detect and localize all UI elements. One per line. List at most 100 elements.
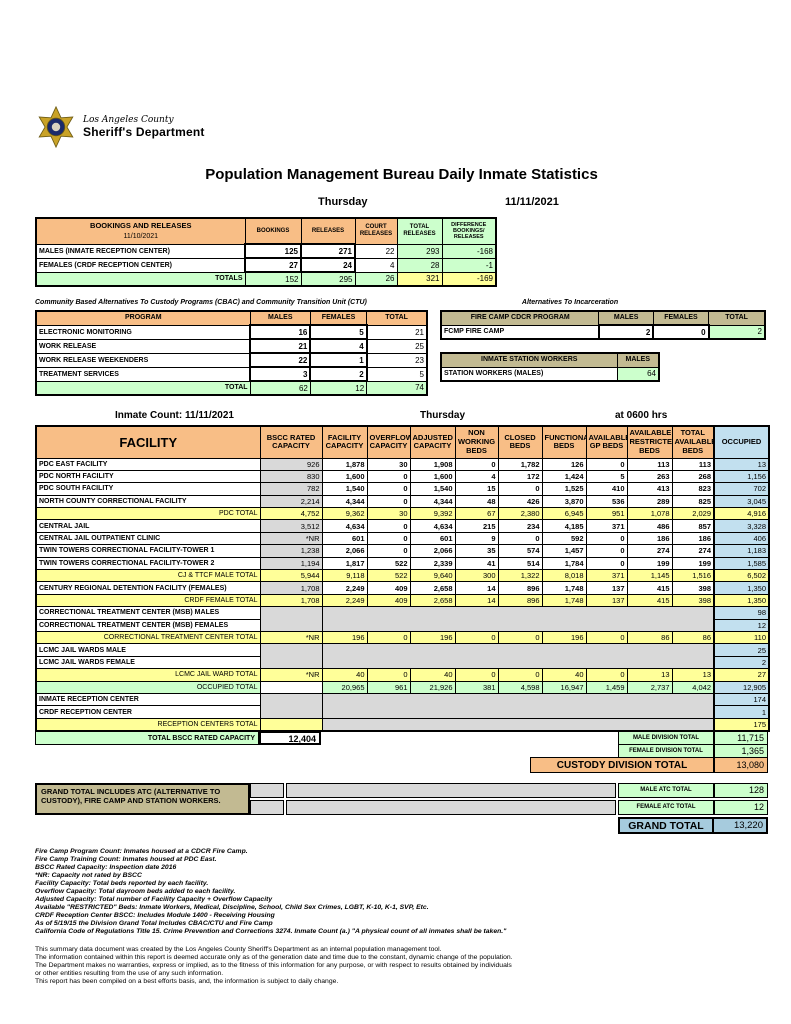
footnote-line: BSCC Rated Capacity: Inspection date 201… [35,863,177,871]
cbac-header-row: PROGRAM MALES FEMALES TOTAL [35,310,428,326]
value-cell: 137 [585,593,628,608]
footnote-line: Overflow Capacity: Total dayroom beds ad… [35,887,236,895]
value-cell: 3,870 [541,494,587,509]
occupied-cell: 6,502 [713,568,770,583]
occupied-cell: 175 [713,717,770,732]
bookings-totals-row: TOTALS 152 295 26 321 -169 [35,271,497,287]
col-fire-camp-program: FIRE CAMP CDCR PROGRAM [440,310,600,326]
bookings-title-cell: BOOKINGS AND RELEASES 11/10/2021 [35,217,246,245]
footnote-line: As of 5/19/15 the Division Grand Total I… [35,919,273,927]
facility-total-label: CJ & TTCF MALE TOTAL [35,568,261,583]
facility-row: CRDF FEMALE TOTAL 1,708 2,249 409 2,658 14 896… [35,593,770,608]
col-occupied: OCCUPIED [713,425,770,459]
value-cell: 2,658 [409,593,456,608]
value-cell: 1,540 [321,482,368,496]
cbac-total: 25 [366,338,428,354]
blank-cell [250,782,284,798]
value-cell: 0 [454,668,499,682]
disclaimer: This summary data document was created b… [35,946,768,986]
value-cell: 86 [671,630,715,645]
facility-row: TWIN TOWERS CORRECTIONAL FACILITY-TOWER … [35,556,770,571]
value-cell: 592 [541,531,587,546]
facility-row: CORRECTIONAL TREATMENT CENTER TOTAL *NR 19… [35,630,770,645]
facility-name: TWIN TOWERS CORRECTIONAL FACILITY-TOWER … [35,544,261,558]
footnote-line: *NR: Capacity not rated by BSCC [35,871,142,879]
value-cell: 196 [541,630,587,645]
col-total-available-beds: TOTAL AVAILABLE BEDS [671,425,715,459]
bscc-capacity: 1,708 [259,593,323,608]
facility-name: PDC EAST FACILITY [35,457,261,471]
bookings-value: -1 [441,257,497,273]
value-cell: 4,344 [409,494,456,509]
occupied-cell: 4,916 [713,507,770,521]
value-cell: 0 [366,544,411,558]
report-weekday: Thursday [318,196,368,208]
bscc-capacity: 4,752 [259,507,323,521]
bscc-capacity: *NR [259,531,323,546]
value-cell: 823 [671,482,715,496]
footnote-line: Available "RESTRICTED" Beds: Inmate Work… [35,903,429,911]
value-cell: 300 [454,568,499,583]
value-cell: 199 [671,556,715,571]
male-atc-row: MALE ATC TOTAL 128 [250,782,768,798]
cbac-section: Community Based Alternatives To Custody … [35,299,428,396]
value-cell: 15 [454,482,499,496]
value-cell: 381 [454,680,499,694]
cbac-males: 16 [249,324,312,340]
value-cell: 1,459 [585,680,628,694]
station-workers-label: STATION WORKERS (MALES) [440,366,618,382]
female-atc-value: 12 [714,799,768,815]
facility-name: CENTURY REGIONAL DETENTION FACILITY (FEM… [35,581,261,595]
value-cell: 126 [541,457,587,471]
facility-row: NORTH COUNTY CORRECTIONAL FACILITY 2,214 4… [35,494,770,509]
cbac-total: 5 [366,366,428,382]
bscc-capacity: 926 [259,457,323,471]
facility-row: CORRECTIONAL TREATMENT CENTER (MSB) MALE… [35,606,770,620]
facility-name: LCMC JAIL WARDS FEMALE [35,655,261,670]
value-cell: 2,658 [409,581,456,595]
value-cell: 371 [585,519,628,533]
value-cell: 409 [366,581,411,595]
cbac-table: PROGRAM MALES FEMALES TOTAL ELECTRONIC M… [35,310,428,396]
cbac-row: TREATMENT SERVICES 3 2 5 [35,366,428,382]
col-overflow-capacity: OVERFLOW CAPACITY [366,425,411,459]
value-cell: 601 [321,531,368,546]
value-cell: 30 [366,507,411,521]
value-cell: 413 [626,482,673,496]
cbac-females: 5 [309,324,368,340]
footnote-line: Adjusted Capacity: Total number of Facil… [35,895,273,903]
col-females: FEMALES [652,310,710,326]
value-cell: 215 [454,519,499,533]
value-cell: 4,598 [497,680,543,694]
value-cell: 263 [626,469,673,484]
bookings-title: BOOKINGS AND RELEASES [90,221,192,231]
blank-cell [259,705,323,719]
fire-camp-header-row: FIRE CAMP CDCR PROGRAM MALES FEMALES TOT… [440,310,766,326]
value-cell: 48 [454,494,499,509]
value-cell: 186 [626,531,673,546]
col-adjusted-capacity: ADJUSTED CAPACITY [409,425,456,459]
disclaimer-line: The information contained within this re… [35,953,513,961]
facility-total-label: CRDF FEMALE TOTAL [35,593,261,608]
col-difference: Difference Bookings/ Releases [441,217,497,245]
value-cell: 4,344 [321,494,368,509]
value-cell: 574 [497,544,543,558]
col-court-releases: COURT RELEASES [354,217,398,245]
facility-row: LCMC JAIL WARDS FEMALE 2 [35,655,770,670]
occupied-cell: 98 [713,606,770,620]
value-cell: 825 [671,494,715,509]
value-cell: 0 [366,519,411,533]
grand-total-label: GRAND TOTAL [618,816,714,834]
value-cell: 1,078 [626,507,673,521]
cbac-females: 4 [309,338,368,354]
value-cell: 9,392 [409,507,456,521]
value-cell: 536 [585,494,628,509]
facility-row: CRDF RECEPTION CENTER 1 [35,705,770,719]
value-cell: 0 [454,630,499,645]
value-cell: 896 [497,593,543,608]
occupied-cell: 25 [713,643,770,657]
facility-header-row: FACILITY BSCC RATED CAPACITY FACILITY CA… [35,425,770,459]
facility-row: CENTRAL JAIL 3,512 4,634 0 4,634 215 234 4,185 3… [35,519,770,533]
value-cell: 2,066 [321,544,368,558]
document-page: Los Angeles County Sheriff's Department … [35,106,770,986]
